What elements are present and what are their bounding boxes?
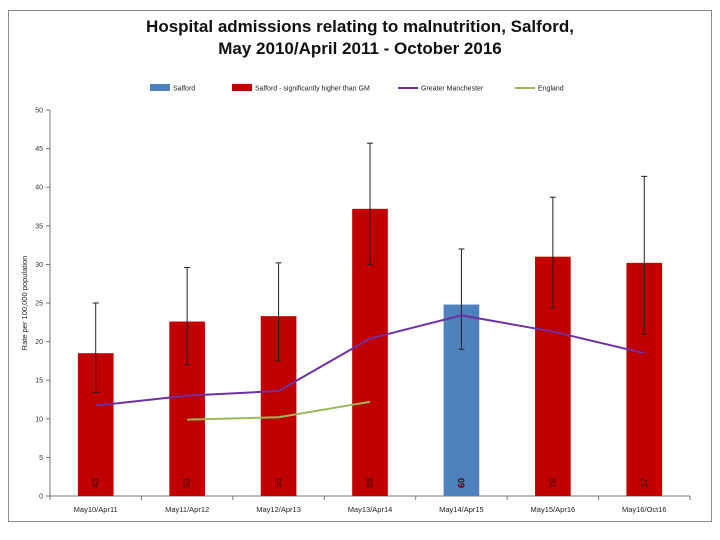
legend-label: England <box>538 86 564 93</box>
bar-labels: 43 53 55 89 60 76 37 <box>91 478 650 488</box>
bar-count-label: 55 <box>274 478 284 488</box>
y-tick-label: 10 <box>35 416 43 423</box>
y-tick-label: 45 <box>35 146 43 153</box>
x-tick-label: May14/Apr15 <box>439 505 484 514</box>
legend-label: Salford <box>173 86 195 93</box>
error-bars <box>92 142 648 394</box>
y-tick-label: 5 <box>39 455 43 462</box>
series-line-england <box>187 400 371 421</box>
y-axis-label: Rate per 100,000 population <box>20 256 29 351</box>
x-tick-label: May12/Apr13 <box>256 505 301 514</box>
y-tick-label: 50 <box>35 108 43 115</box>
y-tick-label: 15 <box>35 378 43 385</box>
bar-count-label: 37 <box>639 478 649 488</box>
bar-count-label: 89 <box>365 478 375 488</box>
y-tick-label: 40 <box>35 185 43 192</box>
chart-title-line-2: May 2010/April 2011 - October 2016 <box>218 39 502 58</box>
axes: 0 5 10 15 20 25 30 35 40 45 50 May10/Apr11 May11/Apr… <box>20 108 691 514</box>
line-series <box>95 314 645 421</box>
chart-title-line-1: Hospital admissions relating to malnutri… <box>146 17 574 36</box>
y-tick-label: 20 <box>35 339 43 346</box>
legend-label: Greater Manchester <box>421 86 484 93</box>
bar-count-label: 60 <box>456 478 466 488</box>
bar-count-label: 53 <box>182 478 192 488</box>
legend-label: Salford - significantly higher than GM <box>255 86 370 93</box>
y-tick-label: 25 <box>35 301 43 308</box>
y-tick-label: 0 <box>39 494 43 501</box>
legend-swatch <box>150 84 170 91</box>
legend: Salford Salford - significantly higher th… <box>150 84 564 93</box>
series-line-greater-manchester <box>95 314 645 407</box>
x-tick-label: May15/Apr16 <box>531 505 576 514</box>
y-tick-label: 35 <box>35 223 43 230</box>
legend-swatch <box>232 84 252 91</box>
bar-count-label: 76 <box>548 478 558 488</box>
chart-title: Hospital admissions relating to malnutri… <box>0 16 720 60</box>
x-tick-label: May16/Oct16 <box>622 505 667 514</box>
y-tick-label: 30 <box>35 262 43 269</box>
bar-count-label: 43 <box>91 478 101 488</box>
x-tick-label: May11/Apr12 <box>165 505 209 514</box>
x-tick-label: May13/Apr14 <box>348 505 393 514</box>
x-tick-label: May10/Apr11 <box>74 505 118 514</box>
